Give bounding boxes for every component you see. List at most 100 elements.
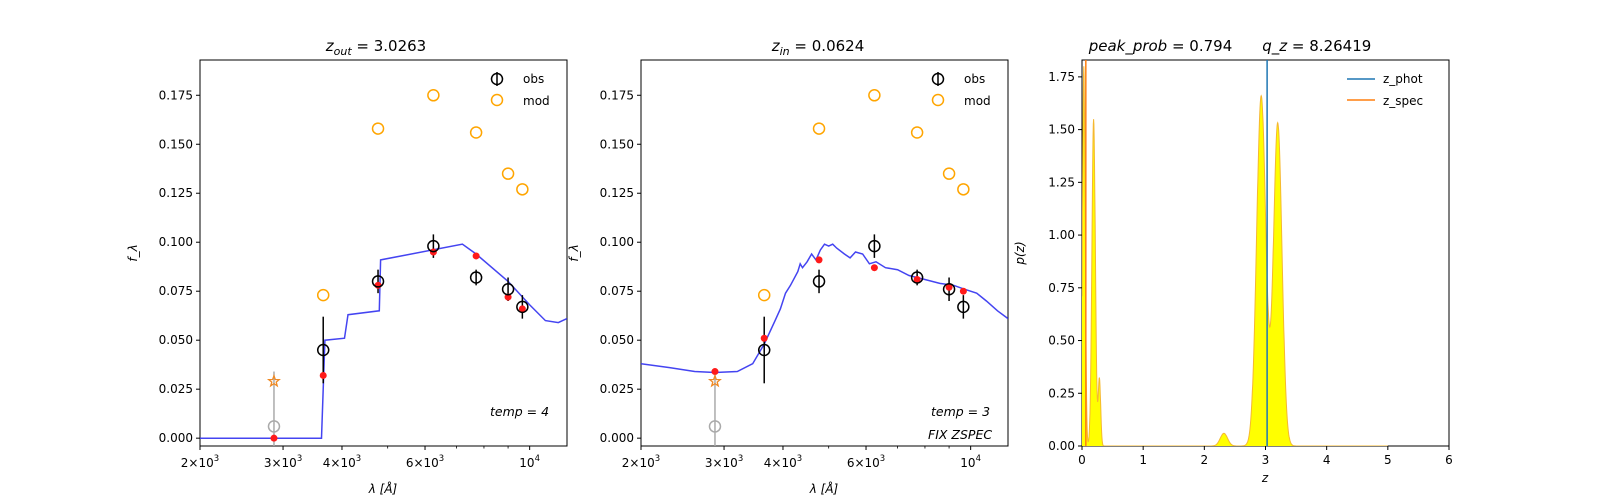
y-tick-label: 0.050 (600, 333, 634, 347)
y-tick-label: 0.025 (159, 382, 193, 396)
obs-point (501, 282, 515, 296)
sed-panel-zin: zin = 0.0624 0.0000.0250.0500.0750.1000.… (567, 37, 1009, 496)
y-tick-label: 0.075 (600, 284, 634, 298)
legend: z_phot z_spec (1347, 72, 1423, 108)
model-point (945, 283, 953, 291)
model-point (319, 371, 327, 379)
x-axis-label: z (1261, 471, 1269, 485)
y-tick-label: 1.50 (1048, 123, 1075, 137)
y-tick-label: 0.000 (159, 431, 193, 445)
legend: obs mod (490, 72, 550, 108)
x-tick-label: 4 (1323, 453, 1331, 467)
y-tick-label: 0.125 (159, 186, 193, 200)
y-tick-label: 0.075 (159, 284, 193, 298)
model-point (472, 252, 480, 260)
mod-point (812, 122, 826, 135)
obs-point (316, 343, 330, 357)
obs-point (910, 271, 924, 284)
pdf-curve (1082, 66, 1388, 446)
star-marker (266, 373, 281, 388)
panel-title: zin = 0.0624 (771, 37, 865, 58)
legend-mod-label: mod (523, 94, 550, 108)
y-tick-label: 0.100 (159, 235, 193, 249)
x-tick-label: 2 (1201, 453, 1209, 467)
x-tick-label: 104 (960, 454, 981, 470)
x-tick-label: 2×103 (622, 454, 660, 470)
model-curve (200, 243, 567, 439)
model-point (711, 368, 719, 376)
x-axis: 2×103 3×103 4×103 6×103 104 (622, 446, 981, 470)
data-layer (641, 89, 1008, 446)
mod-point (371, 122, 385, 135)
y-tick-label: 0.125 (600, 186, 634, 200)
model-point (959, 287, 967, 295)
x-tick-label: 6×103 (406, 454, 444, 470)
mod-point (757, 288, 771, 302)
annotation-fix-zspec: FIX ZSPEC (928, 427, 992, 442)
x-tick-label: 6×103 (847, 454, 885, 470)
obs-point (812, 275, 826, 288)
pdf-panel: peak_prob = 0.794 q_z = 8.26419 0.000.250… (1013, 37, 1453, 485)
plot-area (1082, 60, 1388, 446)
plot-frame (640, 59, 1009, 447)
y-axis: 0.00 0.25 0.50 0.75 1.00 1.25 1.50 1.75 (1048, 70, 1082, 453)
y-tick-label: 0.100 (600, 235, 634, 249)
data-layer (200, 89, 567, 446)
model-point (913, 275, 921, 283)
legend-obs-label: obs (964, 72, 985, 86)
panel-title: zout = 3.0263 (325, 37, 426, 58)
sed-panel-zout: zout = 3.0263 0.0000.0250.0500.0750.1000… (126, 37, 568, 496)
y-tick-label: 0.25 (1048, 386, 1075, 400)
model-point (374, 281, 382, 289)
y-axis-label: f_λ (126, 244, 140, 261)
data-layer (1082, 60, 1388, 446)
y-tick-label: 0.150 (600, 137, 634, 151)
mod-point (469, 126, 483, 139)
y-tick-label: 1.75 (1048, 70, 1075, 84)
y-tick-label: 0.175 (159, 88, 193, 102)
mod-point (868, 89, 881, 102)
y-axis-label: p(z) (1013, 241, 1027, 265)
legend-zphot-label: z_phot (1383, 72, 1423, 86)
obs-point (371, 275, 385, 288)
y-tick-label: 0.000 (600, 431, 634, 445)
x-axis: 2×103 3×103 4×103 6×103 104 (181, 446, 540, 470)
obs-point (957, 300, 970, 314)
x-tick-label: 4×103 (764, 454, 802, 470)
model-point (518, 305, 526, 313)
x-axis-label: λ [Å] (368, 481, 398, 496)
plot-area (641, 89, 1008, 446)
x-axis: 0 1 2 3 4 5 6 (1078, 446, 1453, 467)
x-tick-label: 2×103 (181, 454, 219, 470)
x-tick-label: 5 (1384, 453, 1392, 467)
y-tick-label: 0.00 (1048, 439, 1075, 453)
annotation-temp: temp = 3 (931, 404, 990, 419)
y-tick-label: 1.00 (1048, 228, 1075, 242)
legend-mod-marker (931, 93, 945, 107)
x-axis-label: λ [Å] (809, 481, 839, 496)
star-marker (707, 373, 722, 388)
model-point (870, 264, 878, 272)
mod-point (942, 167, 956, 180)
y-axis: 0.000 0.025 0.050 0.075 0.100 0.125 0.150 0.175 (600, 88, 641, 445)
legend-mod-label: mod (964, 94, 991, 108)
y-tick-label: 0.175 (600, 88, 634, 102)
model-point (760, 334, 768, 342)
obs-point (868, 239, 881, 253)
x-tick-label: 104 (519, 454, 540, 470)
obs-point (427, 239, 440, 253)
mod-point (501, 167, 515, 180)
obs-point (757, 343, 771, 357)
legend: obs mod (931, 72, 991, 108)
mod-point (316, 288, 330, 302)
plot-frame (199, 59, 568, 447)
y-tick-label: 0.025 (600, 382, 634, 396)
model-point (270, 434, 278, 442)
legend-mod-marker (490, 93, 504, 107)
obs-point (516, 300, 529, 314)
x-tick-label: 6 (1445, 453, 1453, 467)
model-point (815, 256, 823, 264)
x-tick-label: 3 (1262, 453, 1270, 467)
x-tick-label: 0 (1078, 453, 1086, 467)
y-axis: 0.000 0.025 0.050 0.075 0.100 0.125 0.150 0.175 (159, 88, 200, 445)
